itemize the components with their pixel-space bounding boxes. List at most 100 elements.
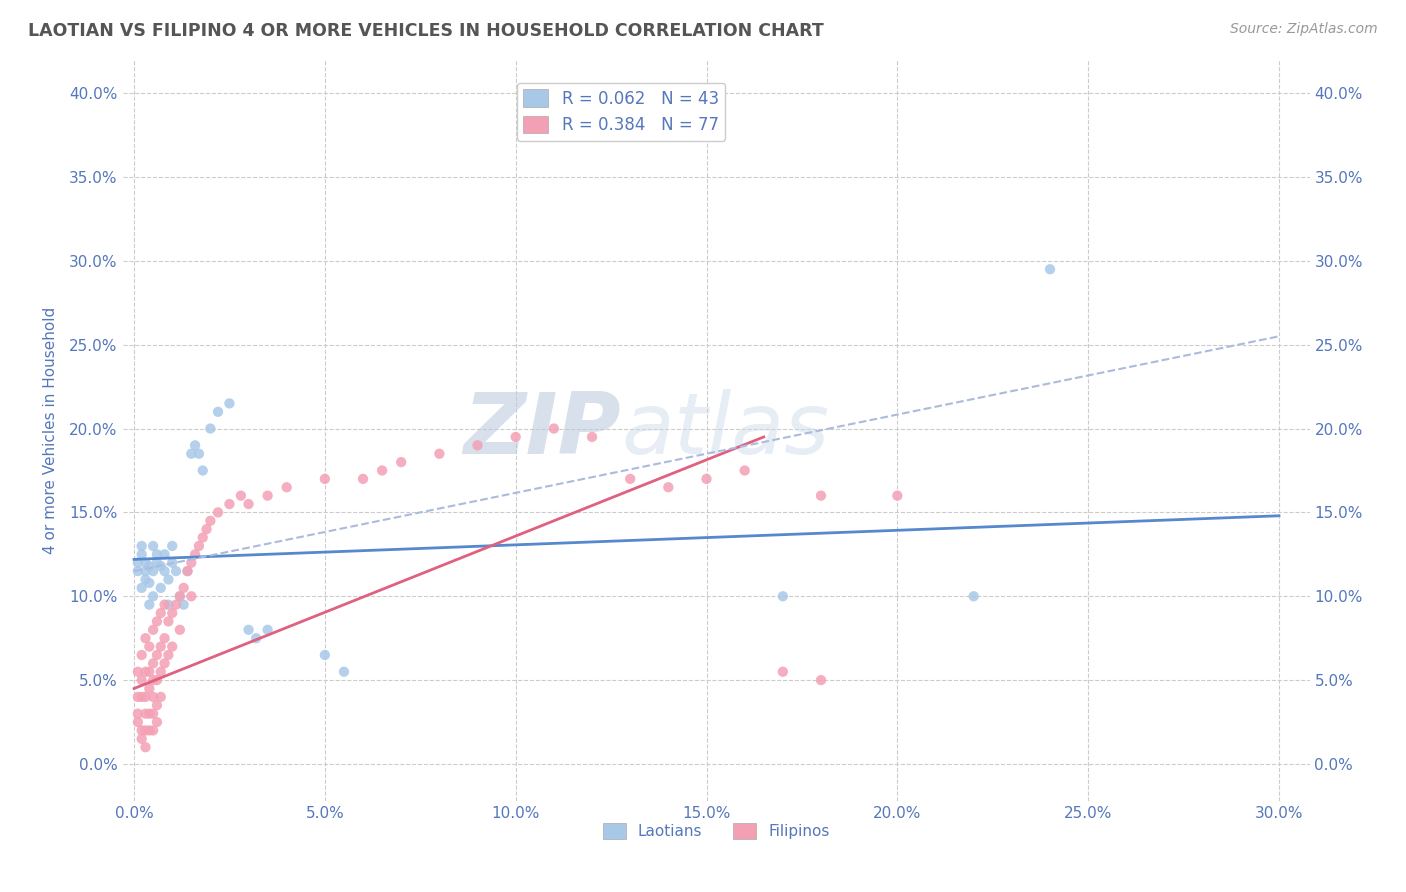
Point bbox=[127, 564, 149, 578]
Point bbox=[276, 480, 298, 494]
Point bbox=[127, 556, 149, 570]
Point bbox=[153, 657, 176, 671]
Point bbox=[131, 581, 153, 595]
Point bbox=[138, 640, 160, 654]
Point bbox=[207, 505, 229, 519]
Text: LAOTIAN VS FILIPINO 4 OR MORE VEHICLES IN HOUSEHOLD CORRELATION CHART: LAOTIAN VS FILIPINO 4 OR MORE VEHICLES I… bbox=[28, 22, 824, 40]
Point bbox=[427, 447, 450, 461]
Point bbox=[146, 714, 169, 729]
Point bbox=[138, 723, 160, 738]
Point bbox=[229, 489, 252, 503]
Point bbox=[142, 690, 165, 704]
Point bbox=[734, 463, 756, 477]
Point bbox=[142, 623, 165, 637]
Point bbox=[238, 623, 260, 637]
Point bbox=[142, 706, 165, 721]
Point bbox=[467, 438, 489, 452]
Point bbox=[131, 723, 153, 738]
Point bbox=[142, 589, 165, 603]
Point bbox=[772, 665, 794, 679]
Point bbox=[200, 514, 222, 528]
Point bbox=[153, 631, 176, 645]
Point bbox=[134, 690, 156, 704]
Point bbox=[314, 648, 336, 662]
Point bbox=[195, 522, 218, 536]
Point bbox=[245, 631, 267, 645]
Point bbox=[142, 723, 165, 738]
Point bbox=[149, 665, 172, 679]
Point bbox=[134, 706, 156, 721]
Point bbox=[314, 472, 336, 486]
Point bbox=[131, 690, 153, 704]
Point bbox=[695, 472, 717, 486]
Point bbox=[157, 615, 180, 629]
Point bbox=[1039, 262, 1062, 277]
Point bbox=[165, 598, 187, 612]
Point bbox=[256, 489, 278, 503]
Point bbox=[131, 673, 153, 687]
Point bbox=[238, 497, 260, 511]
Point bbox=[142, 539, 165, 553]
Point bbox=[138, 559, 160, 574]
Point bbox=[173, 581, 195, 595]
Point bbox=[256, 623, 278, 637]
Point bbox=[142, 657, 165, 671]
Point bbox=[191, 463, 214, 477]
Point bbox=[207, 405, 229, 419]
Point bbox=[127, 690, 149, 704]
Point bbox=[657, 480, 679, 494]
Point bbox=[146, 648, 169, 662]
Point bbox=[169, 623, 191, 637]
Point bbox=[131, 648, 153, 662]
Point bbox=[160, 556, 183, 570]
Point bbox=[153, 547, 176, 561]
Point bbox=[138, 681, 160, 696]
Point bbox=[134, 665, 156, 679]
Point bbox=[169, 589, 191, 603]
Point bbox=[146, 556, 169, 570]
Point bbox=[153, 598, 176, 612]
Point bbox=[200, 421, 222, 435]
Point bbox=[131, 547, 153, 561]
Point bbox=[810, 489, 832, 503]
Point bbox=[160, 606, 183, 620]
Point bbox=[169, 589, 191, 603]
Point bbox=[963, 589, 986, 603]
Point bbox=[619, 472, 641, 486]
Point bbox=[218, 396, 240, 410]
Point bbox=[146, 698, 169, 713]
Point bbox=[131, 731, 153, 746]
Point bbox=[180, 556, 202, 570]
Point bbox=[131, 539, 153, 553]
Point bbox=[218, 497, 240, 511]
Point bbox=[127, 706, 149, 721]
Point bbox=[173, 598, 195, 612]
Point bbox=[176, 564, 198, 578]
Point bbox=[146, 673, 169, 687]
Point bbox=[772, 589, 794, 603]
Point bbox=[187, 539, 209, 553]
Point bbox=[184, 547, 207, 561]
Point bbox=[149, 606, 172, 620]
Point bbox=[581, 430, 603, 444]
Point bbox=[187, 447, 209, 461]
Point bbox=[333, 665, 356, 679]
Legend: Laotians, Filipinos: Laotians, Filipinos bbox=[596, 817, 835, 845]
Point bbox=[184, 438, 207, 452]
Point bbox=[134, 564, 156, 578]
Y-axis label: 4 or more Vehicles in Household: 4 or more Vehicles in Household bbox=[44, 307, 58, 554]
Point bbox=[138, 575, 160, 590]
Point bbox=[176, 564, 198, 578]
Point bbox=[138, 706, 160, 721]
Point bbox=[810, 673, 832, 687]
Point bbox=[160, 539, 183, 553]
Point bbox=[543, 421, 565, 435]
Point bbox=[180, 447, 202, 461]
Point bbox=[886, 489, 908, 503]
Point bbox=[142, 564, 165, 578]
Point bbox=[157, 648, 180, 662]
Text: atlas: atlas bbox=[621, 389, 830, 472]
Point bbox=[134, 573, 156, 587]
Point bbox=[371, 463, 394, 477]
Point bbox=[138, 665, 160, 679]
